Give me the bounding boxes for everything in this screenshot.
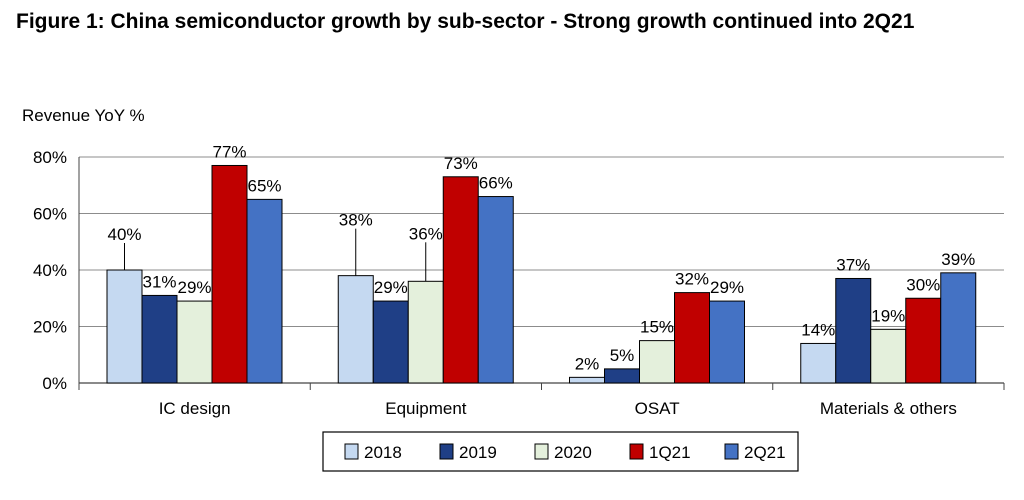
x-tick-label: IC design [159, 399, 231, 418]
bar [246, 198, 283, 384]
data-label: 19% [871, 306, 905, 325]
bar [709, 300, 745, 384]
legend-label: 2018 [364, 443, 402, 462]
y-tick-label: 20% [33, 318, 67, 337]
bar [337, 275, 374, 384]
legend-label: 2019 [459, 443, 497, 462]
data-label: 5% [610, 346, 635, 365]
data-label: 36% [409, 224, 443, 243]
data-label: 15% [640, 318, 674, 337]
y-axis-label: Revenue YoY % [22, 106, 145, 125]
bar [569, 376, 605, 384]
data-label: 2% [575, 354, 600, 373]
data-label: 39% [941, 250, 975, 269]
bars [106, 164, 977, 384]
data-label: 32% [675, 270, 709, 289]
legend-label: 2020 [554, 443, 592, 462]
data-label: 66% [479, 174, 513, 193]
bar [141, 294, 178, 384]
bar [211, 164, 248, 384]
bar [372, 300, 409, 384]
data-label: 29% [177, 278, 211, 297]
bar [106, 269, 143, 384]
bar [674, 292, 710, 384]
legend-label: 2Q21 [744, 443, 786, 462]
legend-swatch [629, 443, 644, 460]
data-label: 40% [107, 225, 141, 244]
legend-swatch [344, 443, 359, 460]
y-tick-label: 60% [33, 205, 67, 224]
data-label: 37% [836, 255, 870, 274]
x-tick-label: OSAT [635, 399, 680, 418]
bar [477, 196, 514, 384]
bar [940, 272, 977, 384]
legend-swatch [724, 443, 739, 460]
legend-swatch [439, 443, 454, 460]
bar [407, 280, 444, 384]
bar [905, 297, 942, 384]
x-tick-label: Materials & others [820, 399, 957, 418]
data-label: 73% [444, 154, 478, 173]
bar [604, 368, 640, 384]
y-tick-label: 40% [33, 261, 67, 280]
label-leader-lines [124, 228, 427, 282]
data-labels: 40%31% 29%77%65%38%29%36%73%66%2% 5%15%32%… [107, 142, 975, 373]
bar [800, 342, 837, 384]
legend-label: 1Q21 [649, 443, 691, 462]
data-label: 29% [710, 278, 744, 297]
data-label: 30% [906, 275, 940, 294]
legend-box [322, 431, 799, 472]
bar [870, 328, 907, 384]
legend-swatch [534, 443, 549, 460]
data-label: 31% [142, 272, 176, 291]
data-label: 38% [339, 211, 373, 230]
data-label: 29% [374, 278, 408, 297]
x-tick-labels: IC design Equipment OSAT Materials & others [159, 399, 957, 418]
data-label: 14% [801, 320, 835, 339]
data-label: 65% [247, 176, 281, 195]
chart-title: Figure 1: China semiconductor growth by … [16, 10, 915, 33]
x-tick-label: Equipment [385, 399, 467, 418]
bar [176, 300, 213, 384]
bar [835, 277, 872, 384]
bar [442, 176, 479, 384]
y-tick-label: 0% [42, 374, 67, 393]
bar [639, 340, 675, 384]
y-tick-labels: 0% 20% 40% 60% 80% [33, 148, 67, 393]
data-label: 77% [212, 142, 246, 161]
legend: 2018 2019 2020 1Q21 2Q21 [322, 431, 799, 472]
y-tick-label: 80% [33, 148, 67, 167]
